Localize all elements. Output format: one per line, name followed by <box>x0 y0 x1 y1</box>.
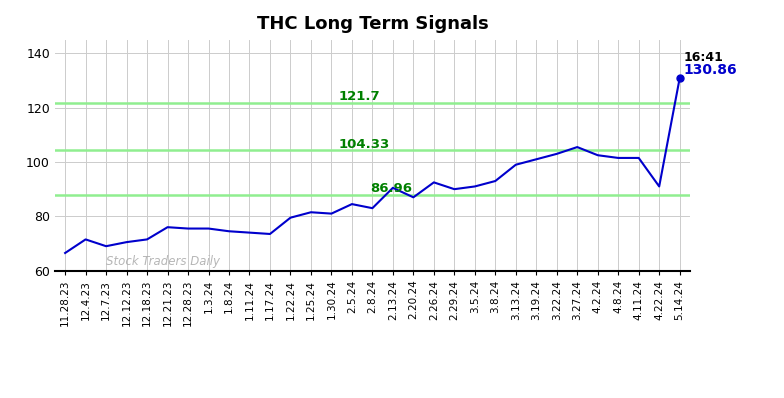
Title: THC Long Term Signals: THC Long Term Signals <box>256 15 488 33</box>
Text: 121.7: 121.7 <box>338 90 379 103</box>
Text: Stock Traders Daily: Stock Traders Daily <box>106 255 220 268</box>
Text: 104.33: 104.33 <box>338 138 390 150</box>
Text: 86.96: 86.96 <box>370 182 412 195</box>
Text: 16:41: 16:41 <box>684 51 724 64</box>
Text: 130.86: 130.86 <box>684 63 738 77</box>
